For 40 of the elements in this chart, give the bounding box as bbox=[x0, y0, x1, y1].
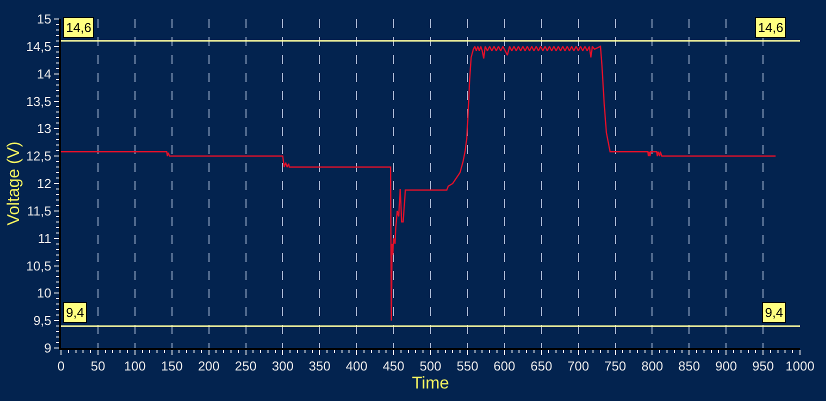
x-tick-label: 200 bbox=[198, 358, 220, 374]
x-tick-label: 700 bbox=[567, 358, 590, 374]
x-tick-label: 800 bbox=[641, 358, 664, 374]
y-tick-label: 9,5 bbox=[33, 313, 52, 328]
y-tick-label: 12 bbox=[36, 176, 52, 192]
y-tick-label: 13 bbox=[36, 121, 52, 136]
x-tick-label: 400 bbox=[346, 358, 368, 374]
x-tick-label: 250 bbox=[234, 358, 257, 374]
x-tick-label: 600 bbox=[494, 358, 516, 374]
x-tick-label: 150 bbox=[161, 358, 183, 374]
x-tick-label: 950 bbox=[752, 358, 774, 374]
ref-line-label: 14,6 bbox=[66, 20, 92, 35]
y-tick-label: 11,5 bbox=[27, 203, 52, 218]
x-tick-label: 450 bbox=[382, 358, 404, 374]
y-tick-label: 10,5 bbox=[26, 258, 52, 274]
x-tick-label: 300 bbox=[272, 358, 294, 374]
x-tick-label: 100 bbox=[124, 358, 146, 374]
y-tick-label: 10 bbox=[36, 286, 52, 301]
x-tick-label: 350 bbox=[308, 358, 330, 374]
y-tick-label: 12,5 bbox=[26, 148, 52, 164]
y-tick-label: 11 bbox=[38, 230, 52, 246]
x-tick-label: 1000 bbox=[786, 358, 814, 374]
y-tick-label: 13,5 bbox=[26, 94, 52, 109]
text: 14,6 bbox=[758, 20, 784, 35]
y-tick-label: 14,5 bbox=[26, 38, 52, 54]
text: 9,4 bbox=[765, 305, 784, 320]
x-tick-label: 750 bbox=[604, 358, 626, 374]
x-axis-title: Time bbox=[412, 374, 450, 393]
x-tick-label: 50 bbox=[90, 358, 106, 374]
x-tick-label: 0 bbox=[57, 358, 65, 374]
x-tick-label: 650 bbox=[530, 358, 552, 374]
y-axis-title: Voltage (V) bbox=[4, 141, 24, 226]
x-tick-label: 500 bbox=[420, 358, 442, 374]
x-tick-label: 550 bbox=[456, 358, 478, 374]
ref-line-label: 9,4 bbox=[66, 305, 84, 320]
y-tick-label: 14 bbox=[36, 66, 52, 82]
y-tick-label: 9 bbox=[44, 340, 52, 356]
y-tick-label: 15 bbox=[36, 12, 52, 27]
x-tick-label: 900 bbox=[715, 358, 737, 374]
x-tick-label: 850 bbox=[678, 358, 700, 374]
